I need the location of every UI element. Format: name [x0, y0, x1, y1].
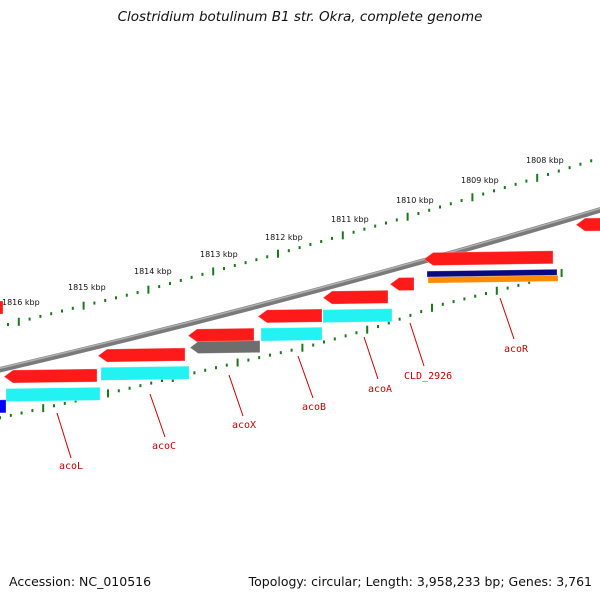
cds-arrow — [323, 290, 388, 305]
cds-arrow-outline — [389, 276, 415, 291]
topology-text: Topology: circular; Length: 3,958,233 bp… — [248, 574, 592, 589]
kbp-label: 1808 kbp — [526, 156, 564, 165]
cds-arrow — [258, 309, 322, 323]
cds-arrow — [390, 277, 414, 291]
kbp-ticks — [0, 159, 593, 420]
orange-feature-outline — [427, 274, 559, 284]
cds-arrow — [424, 250, 553, 266]
kbp-label: 1811 kbp — [331, 215, 369, 224]
orange-feature — [428, 275, 558, 284]
cds-arrow-outline — [423, 250, 554, 266]
kbp-label: 1814 kbp — [134, 267, 172, 276]
cds-arrow-outline — [187, 327, 255, 343]
cyan-feature — [261, 327, 322, 342]
cds-arrow — [0, 300, 3, 315]
gene-label-acoA: acoA — [368, 384, 392, 395]
leader-line — [56, 412, 72, 459]
gene-label-acoR: acoR — [504, 344, 529, 355]
cds-arrow-outline — [3, 368, 98, 384]
kbp-label: 1816 kbp — [2, 298, 40, 307]
leader-line — [297, 355, 314, 399]
genome-backbone — [0, 207, 600, 373]
kbp-labels: 1816 kbp 1815 kbp 1814 kbp 1813 kbp 1812… — [2, 156, 564, 307]
map-title: Clostridium botulinum B1 str. Okra, comp… — [117, 9, 483, 25]
cyan-feature — [101, 366, 189, 381]
gene-labels: acoL acoC acoX acoB acoA CLD_2926 acoR — [59, 344, 529, 472]
cyan-feature-outline — [5, 386, 101, 403]
gene-label-acoX: acoX — [232, 420, 256, 431]
cyan-feature — [6, 387, 100, 402]
cds-arrow-outline — [322, 289, 389, 305]
cyan-feature-outline — [100, 365, 190, 381]
cds-arrow-outline — [0, 300, 4, 315]
cds-arrow — [188, 328, 254, 342]
cds-arrow-gray — [190, 340, 260, 354]
gene-label-CLD_2926: CLD_2926 — [404, 371, 452, 382]
gene-features — [0, 217, 600, 414]
cds-arrow-outline — [97, 347, 186, 363]
cds-arrow-outline — [257, 308, 323, 324]
leader-line — [409, 322, 425, 367]
cds-arrow — [98, 347, 185, 363]
kbp-label: 1813 kbp — [200, 250, 238, 259]
cds-arrow-gray-outline — [189, 340, 261, 354]
blue-feature-outline — [0, 399, 7, 414]
leader-line — [149, 393, 166, 438]
accession-text: Accession: NC_010516 — [9, 574, 152, 589]
cds-arrow — [576, 217, 600, 232]
genome-backbone-highlight — [0, 207, 600, 369]
gene-label-acoB: acoB — [302, 402, 326, 413]
navy-feature — [427, 269, 557, 278]
kbp-label: 1810 kbp — [396, 196, 434, 205]
kbp-label: 1809 kbp — [461, 176, 499, 185]
leader-line — [228, 374, 244, 417]
kbp-label: 1812 kbp — [265, 233, 303, 242]
kbp-label: 1815 kbp — [68, 283, 106, 292]
navy-feature-outline — [426, 268, 558, 278]
cyan-feature — [323, 308, 392, 323]
leader-line — [363, 336, 379, 380]
cyan-feature-outline — [260, 326, 323, 342]
gene-label-acoL: acoL — [59, 461, 83, 472]
cds-arrow — [4, 368, 97, 384]
cds-arrow-outline — [575, 217, 600, 232]
gene-label-acoC: acoC — [152, 441, 176, 452]
leader-line — [499, 297, 515, 340]
cyan-feature-outline — [322, 308, 393, 324]
blue-feature — [0, 399, 6, 413]
label-leaders — [56, 297, 515, 459]
